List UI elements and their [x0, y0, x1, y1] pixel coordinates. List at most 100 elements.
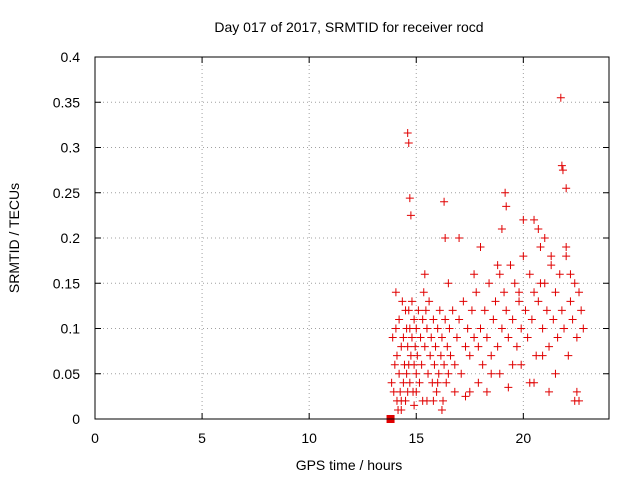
data-point: [422, 324, 431, 333]
data-point: [455, 315, 464, 324]
data-point: [547, 261, 556, 270]
plot-frame: [94, 56, 610, 420]
data-point: [534, 297, 543, 306]
data-point: [472, 288, 481, 297]
data-point: [489, 315, 498, 324]
data-point: [406, 211, 415, 220]
data-point: [562, 243, 571, 252]
data-point: [425, 297, 434, 306]
data-point: [545, 342, 554, 351]
data-point: [547, 252, 556, 261]
data-point: [433, 324, 442, 333]
data-point: [512, 342, 521, 351]
data-point: [515, 288, 524, 297]
data-point: [515, 297, 524, 306]
data-point: [549, 315, 558, 324]
data-point: [502, 306, 511, 315]
data-point: [415, 378, 424, 387]
data-point: [470, 333, 479, 342]
data-point: [395, 369, 404, 378]
x-tick-label: 10: [301, 430, 317, 446]
data-point: [410, 401, 419, 410]
data-point: [418, 315, 427, 324]
y-axis-label: SRMTID / TECUs: [6, 183, 22, 293]
data-point: [461, 392, 470, 401]
data-point: [487, 351, 496, 360]
data-point: [538, 324, 547, 333]
data-point: [431, 342, 440, 351]
data-point: [545, 387, 554, 396]
data-point: [558, 166, 567, 175]
axis-ticks: 0 0.05 0.1 0.15 0.2 0.25 0.3 0.35 0.4 0 5 10 15 20: [53, 49, 609, 446]
data-point: [482, 333, 491, 342]
y-tick-label: 0.25: [53, 185, 80, 201]
x-tick-label: 20: [516, 430, 532, 446]
data-point: [566, 297, 575, 306]
data-point: [555, 270, 564, 279]
data-point: [530, 215, 539, 224]
x-tick-label: 5: [198, 430, 206, 446]
data-point: [564, 351, 573, 360]
data-point: [396, 387, 405, 396]
data-point: [508, 360, 517, 369]
data-point: [476, 243, 485, 252]
data-point: [441, 234, 450, 242]
data-point: [429, 396, 438, 405]
data-point: [445, 324, 454, 333]
data-point: [436, 351, 445, 360]
data-point: [572, 333, 581, 342]
data-point: [442, 378, 451, 387]
data-point: [467, 306, 476, 315]
data-point: [519, 215, 528, 224]
data-point: [465, 387, 474, 396]
data-point: [551, 288, 560, 297]
data-point: [572, 387, 581, 396]
data-point: [391, 324, 400, 333]
x-tick-label: 15: [408, 430, 424, 446]
data-point: [398, 297, 407, 306]
x-tick-label: 0: [91, 430, 99, 446]
data-point: [457, 369, 466, 378]
data-point: [413, 351, 422, 360]
data-point: [493, 342, 502, 351]
data-point: [404, 306, 413, 315]
data-point: [474, 342, 483, 351]
data-point: [538, 351, 547, 360]
data-point: [501, 188, 510, 197]
data-point: [530, 288, 539, 297]
data-point: [556, 93, 565, 102]
data-point: [497, 324, 506, 333]
data-point: [397, 405, 406, 414]
data-point: [523, 333, 532, 342]
y-tick-label: 0.05: [53, 366, 80, 382]
data-point: [418, 396, 427, 405]
data-point: [450, 387, 459, 396]
data-point: [474, 378, 483, 387]
data-point: [392, 351, 401, 360]
data-point: [387, 378, 396, 387]
data-point: [504, 333, 513, 342]
data-point: [404, 138, 413, 147]
data-point: [405, 194, 414, 203]
x-axis-label: GPS time / hours: [296, 457, 403, 473]
data-point: [575, 396, 584, 405]
data-point: [443, 342, 452, 351]
data-point: [388, 333, 397, 342]
data-point: [450, 360, 459, 369]
data-point: [401, 396, 410, 405]
data-point: [452, 333, 461, 342]
data-point: [504, 383, 513, 392]
data-point: [446, 351, 455, 360]
data-point: [402, 369, 411, 378]
data-point: [412, 369, 421, 378]
data-point: [525, 270, 534, 279]
data-point: [417, 360, 426, 369]
data-point: [495, 270, 504, 279]
data-point: [476, 324, 485, 333]
data-point: [575, 288, 584, 297]
data-point: [421, 306, 430, 315]
data-point: [508, 315, 517, 324]
data-point: [506, 261, 515, 270]
data-point: [407, 297, 416, 306]
data-point: [570, 279, 579, 288]
